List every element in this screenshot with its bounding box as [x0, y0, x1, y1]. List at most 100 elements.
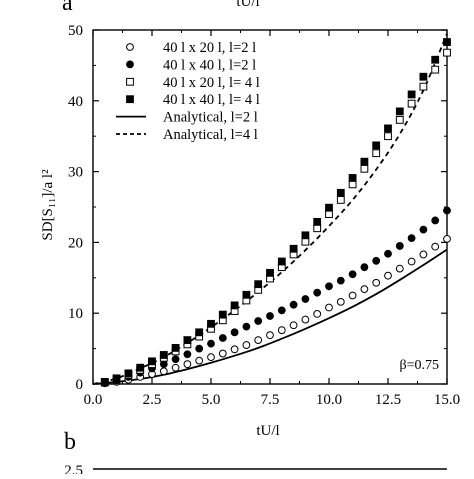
data-point-filled-circle: [325, 282, 333, 291]
data-point-filled-square: [301, 231, 310, 240]
y-tick-label: 50: [68, 23, 83, 39]
legend-label: 40 l x 40 l, l= 4 l: [163, 92, 260, 108]
axis-ticks: [92, 29, 448, 385]
x-tick-label: 15.0: [434, 392, 460, 408]
legend-label: 40 l x 20 l, l=2 l: [163, 40, 256, 56]
data-point-filled-circle: [207, 339, 215, 348]
data-point-open-square: [407, 99, 416, 108]
x-tick-labels: 0.0 2.5 5.0 7.5 10.0 12.5 15.0: [84, 392, 461, 408]
data-point-open-circle: [407, 257, 416, 266]
data-point-filled-square: [171, 343, 180, 352]
data-point-filled-circle: [372, 256, 381, 265]
data-point-open-square: [360, 164, 369, 173]
legend-label: 40 l x 40 l, l=2 l: [163, 57, 256, 73]
beta-annotation: β=0.75: [399, 358, 439, 373]
data-point-open-square: [313, 224, 322, 233]
data-point-open-circle: [277, 326, 286, 335]
legend-marker-open-circle: [126, 43, 134, 51]
data-point-filled-square: [183, 336, 192, 345]
data-point-open-circle: [266, 331, 274, 340]
data-point-filled-square: [136, 363, 145, 372]
data-point-filled-circle: [254, 317, 263, 325]
legend-marker-filled-circle: [126, 60, 134, 69]
data-point-filled-circle: [443, 206, 451, 215]
data-point-filled-circle: [159, 360, 168, 369]
data-point-open-circle: [207, 353, 215, 361]
data-point-open-circle: [301, 315, 310, 324]
data-point-filled-square: [148, 357, 156, 366]
data-point-filled-circle: [183, 350, 192, 359]
data-point-filled-circle: [384, 249, 392, 258]
panel-b-y-tick-label: 2.5: [64, 463, 83, 474]
data-point-open-circle: [348, 291, 357, 300]
data-point-filled-square: [407, 90, 416, 99]
y-tick-label: 40: [68, 94, 83, 110]
data-point-open-circle: [159, 367, 168, 376]
y-tick-label: 30: [68, 165, 83, 181]
legend-label: 40 l x 20 l, l= 4 l: [163, 75, 260, 91]
data-point-filled-circle: [230, 328, 239, 337]
x-tick-label: 2.5: [143, 392, 162, 408]
data-point-open-circle: [443, 234, 451, 243]
data-point-open-circle: [183, 360, 192, 369]
legend-label: Analytical, l=2 l: [163, 110, 258, 126]
data-point-open-square: [443, 48, 451, 57]
x-axis-title: tU/l: [256, 423, 279, 439]
legend-marker-open-square: [126, 77, 134, 86]
data-point-open-circle: [195, 356, 204, 365]
data-point-filled-square: [431, 55, 440, 64]
data-point-filled-square: [218, 310, 227, 319]
panel-letter-a: a: [62, 0, 73, 16]
data-point-filled-square: [313, 217, 322, 226]
data-point-filled-square: [266, 268, 274, 277]
data-point-open-circle: [372, 278, 381, 287]
x-tick-label: 7.5: [261, 392, 280, 408]
data-point-open-square: [431, 65, 440, 74]
data-point-open-circle: [171, 363, 180, 372]
data-point-filled-square: [419, 72, 428, 81]
data-point-filled-square: [112, 374, 121, 383]
plot-frame: [92, 29, 448, 385]
data-point-filled-circle: [218, 334, 227, 342]
data-point-open-circle: [336, 297, 345, 306]
data-point-open-circle: [325, 303, 333, 312]
data-point-open-square: [384, 132, 392, 141]
x-tick-label: 10.0: [316, 392, 342, 408]
data-point-open-circle: [395, 264, 404, 273]
data-point-filled-square: [395, 107, 404, 116]
x-tick-label: 0.0: [84, 392, 103, 408]
data-point-filled-square: [277, 257, 286, 266]
data-point-filled-circle: [431, 216, 440, 225]
data-point-filled-circle: [301, 295, 310, 303]
data-point-filled-circle: [266, 312, 274, 320]
data-point-open-circle: [419, 250, 428, 259]
y-tick-labels: 0 10 20 30 40 50: [68, 23, 83, 393]
data-point-open-circle: [431, 242, 440, 251]
data-point-filled-circle: [313, 288, 322, 297]
data-point-filled-square: [372, 141, 381, 150]
data-point-open-circle: [289, 321, 298, 330]
series-line-5: [92, 33, 448, 385]
data-point-filled-circle: [242, 322, 251, 331]
y-axis-title: SD[S₁₁]/a l²: [40, 169, 56, 241]
data-point-filled-square: [195, 328, 204, 337]
data-point-filled-square: [336, 188, 345, 197]
data-point-filled-circle: [419, 225, 428, 234]
data-point-open-circle: [360, 285, 369, 294]
data-point-filled-square: [289, 244, 298, 253]
y-tick-label: 10: [68, 306, 83, 322]
data-point-filled-square: [242, 290, 251, 299]
data-point-open-square: [325, 210, 333, 218]
data-point-filled-circle: [407, 234, 416, 243]
data-markers: [100, 38, 451, 388]
data-point-filled-circle: [171, 355, 180, 364]
data-point-filled-square: [360, 157, 369, 166]
data-point-open-circle: [313, 310, 322, 318]
data-point-filled-circle: [336, 276, 345, 285]
data-point-open-square: [372, 149, 381, 158]
data-point-filled-circle: [289, 300, 298, 309]
y-tick-label: 0: [76, 377, 84, 393]
data-point-filled-square: [100, 377, 109, 386]
data-point-filled-square: [254, 280, 263, 289]
